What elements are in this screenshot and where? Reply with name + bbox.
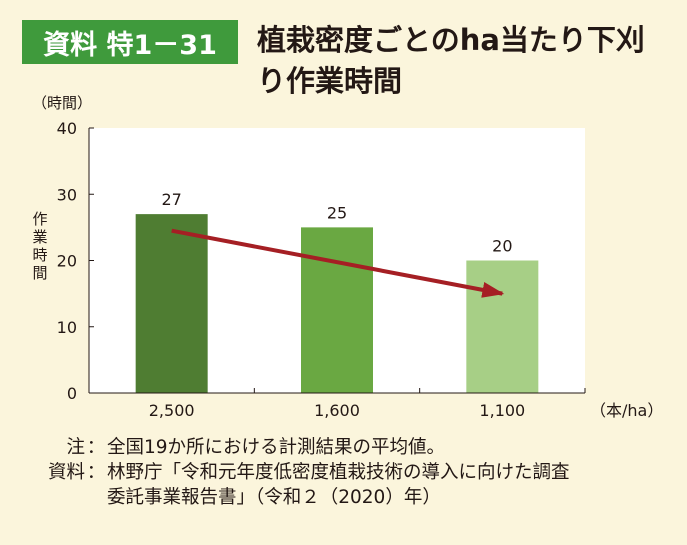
- data-label-2: 25: [327, 203, 347, 222]
- note-key: 注: [66, 437, 85, 458]
- x-tick-label-1: 2,500: [149, 401, 195, 420]
- y-tick-label-0: 0: [67, 384, 77, 403]
- notes: 注 ： 全国19か所における計測結果の平均値。 資料 ： 林野庁「令和元年度低密…: [28, 435, 678, 510]
- chart-title: 植栽密度ごとのha当たり下刈 り作業時間: [257, 20, 677, 102]
- y-tick-label-40: 40: [57, 119, 77, 138]
- x-tick-label-3: 1,100: [479, 401, 525, 420]
- note-row: 注 ： 全国19か所における計測結果の平均値。: [28, 435, 678, 460]
- y-tick-label-10: 10: [57, 318, 77, 337]
- bar-3: [466, 260, 539, 393]
- data-label-3: 20: [492, 237, 512, 256]
- source-text-1: 林野庁「令和元年度低密度植栽技術の導入に向けた調査: [107, 462, 570, 483]
- bar-1: [135, 214, 208, 393]
- bar-chart: 27 25 20 0 10 20 30 40 2,500 1,600 1,100 （時間） 作業…: [32, 94, 663, 420]
- x-tick-label-2: 1,600: [314, 401, 360, 420]
- trend-arrow: [171, 228, 505, 298]
- source-key: 資料: [47, 462, 85, 483]
- note-colon: ：: [86, 437, 106, 458]
- y-tick-label-30: 30: [57, 185, 77, 204]
- note-text: 全国19か所における計測結果の平均値。: [107, 437, 446, 458]
- source-text-2: 委託事業報告書」（令和２（2020）年）: [107, 487, 441, 508]
- y-tick-label-20: 20: [57, 252, 77, 271]
- chart-title-line-1: 植栽密度ごとのha当たり下刈: [257, 23, 645, 57]
- figure-badge: 資料 特1－31: [22, 20, 238, 64]
- chart-title-line-2: り作業時間: [257, 64, 403, 98]
- y-axis-label: 作業時間: [32, 210, 47, 282]
- y-axis-unit: （時間）: [32, 94, 92, 112]
- source-colon: ：: [86, 462, 106, 483]
- data-label-1: 27: [161, 190, 181, 209]
- x-axis-unit: （本/ha）: [590, 401, 663, 420]
- bar-2: [301, 227, 373, 393]
- source-row: 資料 ： 林野庁「令和元年度低密度植栽技術の導入に向けた調査: [28, 460, 678, 485]
